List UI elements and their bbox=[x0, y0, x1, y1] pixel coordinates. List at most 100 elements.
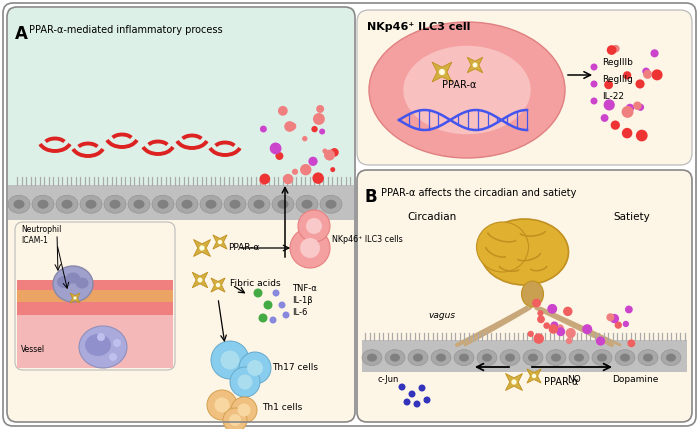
Bar bbox=[8, 185, 354, 220]
Circle shape bbox=[312, 172, 324, 184]
Circle shape bbox=[230, 367, 260, 397]
Text: Th1 cells: Th1 cells bbox=[262, 404, 302, 413]
Ellipse shape bbox=[57, 276, 71, 288]
Circle shape bbox=[220, 350, 240, 369]
Circle shape bbox=[591, 63, 598, 70]
Circle shape bbox=[611, 121, 620, 130]
Ellipse shape bbox=[477, 350, 497, 366]
Circle shape bbox=[538, 310, 544, 316]
Circle shape bbox=[283, 174, 294, 184]
Text: PPAR-α: PPAR-α bbox=[442, 80, 476, 90]
Circle shape bbox=[302, 136, 308, 142]
Circle shape bbox=[264, 300, 273, 309]
Circle shape bbox=[308, 157, 317, 166]
Circle shape bbox=[556, 324, 564, 332]
Circle shape bbox=[215, 398, 229, 413]
Circle shape bbox=[198, 278, 203, 282]
Text: RegIIIg: RegIIIg bbox=[602, 75, 633, 84]
Circle shape bbox=[473, 63, 477, 67]
Text: NKp46⁺ ILC3 cells: NKp46⁺ ILC3 cells bbox=[332, 236, 403, 245]
Text: RegIIIb: RegIIIb bbox=[602, 58, 633, 67]
Ellipse shape bbox=[615, 350, 635, 366]
Circle shape bbox=[207, 390, 237, 420]
Circle shape bbox=[621, 106, 633, 118]
Ellipse shape bbox=[182, 200, 192, 209]
Circle shape bbox=[533, 333, 544, 344]
Circle shape bbox=[547, 304, 557, 314]
Text: c-Jun: c-Jun bbox=[377, 375, 398, 384]
Ellipse shape bbox=[56, 195, 78, 213]
Circle shape bbox=[270, 142, 282, 154]
Circle shape bbox=[247, 360, 263, 376]
Ellipse shape bbox=[620, 353, 630, 362]
Circle shape bbox=[254, 288, 263, 297]
Polygon shape bbox=[8, 8, 354, 192]
Ellipse shape bbox=[436, 353, 446, 362]
Circle shape bbox=[604, 99, 615, 111]
Text: Dopamine: Dopamine bbox=[612, 375, 658, 384]
Circle shape bbox=[330, 148, 339, 157]
Ellipse shape bbox=[546, 350, 566, 366]
Circle shape bbox=[239, 352, 271, 384]
Circle shape bbox=[408, 390, 415, 398]
Text: IL-6: IL-6 bbox=[292, 308, 308, 317]
Circle shape bbox=[319, 129, 325, 135]
Circle shape bbox=[622, 128, 633, 139]
Ellipse shape bbox=[521, 281, 544, 307]
Circle shape bbox=[292, 169, 298, 175]
Circle shape bbox=[270, 317, 277, 323]
Text: NO: NO bbox=[567, 375, 581, 384]
Ellipse shape bbox=[551, 353, 561, 362]
Ellipse shape bbox=[523, 350, 543, 366]
Circle shape bbox=[591, 81, 598, 88]
Circle shape bbox=[199, 245, 205, 251]
Circle shape bbox=[543, 322, 550, 329]
Ellipse shape bbox=[296, 195, 318, 213]
Ellipse shape bbox=[104, 195, 126, 213]
Circle shape bbox=[642, 68, 650, 75]
Circle shape bbox=[604, 80, 613, 89]
Circle shape bbox=[637, 103, 644, 111]
Circle shape bbox=[633, 102, 642, 110]
Circle shape bbox=[512, 379, 517, 385]
Ellipse shape bbox=[362, 350, 382, 366]
Circle shape bbox=[566, 338, 572, 344]
Circle shape bbox=[275, 152, 283, 160]
Circle shape bbox=[628, 339, 635, 347]
Ellipse shape bbox=[403, 46, 531, 134]
Circle shape bbox=[290, 228, 330, 268]
Polygon shape bbox=[213, 235, 227, 249]
Polygon shape bbox=[70, 293, 80, 303]
Ellipse shape bbox=[110, 200, 120, 209]
Circle shape bbox=[316, 105, 324, 113]
Ellipse shape bbox=[505, 353, 515, 362]
Text: Satiety: Satiety bbox=[614, 212, 650, 222]
Circle shape bbox=[306, 218, 322, 234]
Circle shape bbox=[596, 336, 605, 346]
Ellipse shape bbox=[369, 22, 565, 158]
Circle shape bbox=[614, 321, 622, 329]
Polygon shape bbox=[467, 57, 483, 73]
Text: PPAR-α-mediated inflammatory process: PPAR-α-mediated inflammatory process bbox=[29, 25, 222, 35]
Circle shape bbox=[238, 404, 250, 417]
Circle shape bbox=[311, 126, 318, 132]
Polygon shape bbox=[211, 278, 225, 292]
Ellipse shape bbox=[85, 334, 111, 356]
Circle shape bbox=[623, 71, 631, 79]
Ellipse shape bbox=[666, 353, 676, 362]
Ellipse shape bbox=[367, 353, 377, 362]
Circle shape bbox=[532, 374, 536, 378]
Ellipse shape bbox=[176, 195, 198, 213]
Circle shape bbox=[424, 396, 431, 404]
Bar bbox=[362, 340, 687, 372]
Ellipse shape bbox=[569, 350, 589, 366]
Ellipse shape bbox=[134, 200, 145, 209]
Polygon shape bbox=[8, 192, 354, 421]
Circle shape bbox=[419, 384, 426, 392]
Polygon shape bbox=[505, 374, 522, 390]
Ellipse shape bbox=[80, 195, 102, 213]
Ellipse shape bbox=[32, 195, 54, 213]
Circle shape bbox=[218, 240, 222, 244]
Ellipse shape bbox=[8, 195, 30, 213]
FancyBboxPatch shape bbox=[15, 222, 175, 370]
